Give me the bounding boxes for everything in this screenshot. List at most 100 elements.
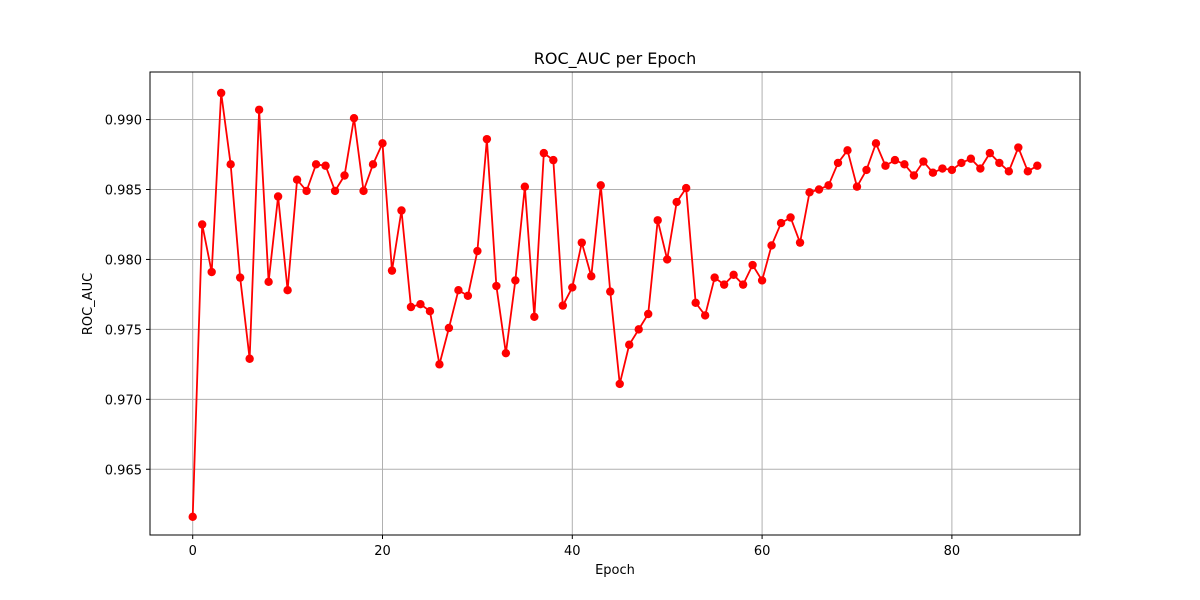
data-point <box>273 192 283 201</box>
data-point <box>311 160 321 169</box>
data-point <box>995 158 1004 168</box>
data-point <box>767 241 776 250</box>
data-point <box>957 158 966 168</box>
data-point <box>264 277 273 287</box>
data-point <box>824 181 833 190</box>
chart-title: ROC_AUC per Epoch <box>534 49 696 69</box>
data-point <box>748 260 757 270</box>
data-point <box>197 220 207 229</box>
y-tick-label: 0.985 <box>105 183 142 198</box>
data-point <box>539 148 549 158</box>
data-point <box>558 301 568 310</box>
data-point <box>947 165 957 175</box>
data-point <box>577 238 586 247</box>
data-point <box>738 280 748 289</box>
data-point <box>919 157 928 166</box>
data-point <box>976 164 985 173</box>
data-point <box>397 206 406 215</box>
data-point <box>406 302 416 312</box>
data-point <box>587 272 596 281</box>
data-point <box>520 182 530 191</box>
data-point <box>814 185 824 194</box>
data-point <box>359 186 368 196</box>
data-point <box>511 276 520 285</box>
data-point <box>245 354 254 363</box>
data-point <box>283 286 292 295</box>
data-point <box>349 113 359 123</box>
data-point <box>254 105 264 114</box>
data-point <box>435 360 444 369</box>
data-point <box>691 298 700 307</box>
data-point <box>606 287 615 296</box>
data-point <box>928 168 938 177</box>
y-tick-label: 0.965 <box>105 463 142 478</box>
x-tick-label: 60 <box>754 544 771 559</box>
data-point <box>188 512 197 522</box>
x-axis-label: Epoch <box>595 563 635 578</box>
data-point <box>757 276 767 285</box>
data-point <box>653 216 662 225</box>
data-point <box>473 246 482 256</box>
data-point <box>786 213 795 222</box>
data-point <box>463 291 473 301</box>
data-point <box>1014 143 1023 152</box>
y-tick-label: 0.980 <box>105 253 142 268</box>
y-tick-label: 0.970 <box>105 393 142 408</box>
data-point <box>938 164 947 173</box>
data-point <box>909 171 919 180</box>
data-point <box>710 273 719 282</box>
axes: 0 20 40 60 80 0.965 0.970 0.975 0.980 0.985 0.990 <box>105 114 960 559</box>
data-point <box>302 186 311 196</box>
data-point <box>1023 167 1033 176</box>
data-point <box>843 146 852 155</box>
data-point <box>596 181 605 190</box>
data-point <box>776 218 786 228</box>
y-axis-label: ROC_AUC <box>81 273 96 335</box>
data-point <box>881 161 890 170</box>
data-point <box>795 238 805 247</box>
data-point <box>492 281 501 291</box>
data-point <box>625 340 634 349</box>
data-point <box>634 325 643 334</box>
data-point <box>235 273 245 282</box>
x-tick-label: 40 <box>564 544 581 559</box>
data-point <box>871 139 881 148</box>
data-point <box>615 379 624 389</box>
data-point <box>672 197 681 207</box>
data-point <box>900 160 909 169</box>
x-tick-label: 0 <box>189 544 197 559</box>
data-point <box>207 267 216 277</box>
data-point <box>416 300 425 309</box>
data-point <box>862 165 871 175</box>
data-point <box>644 309 653 319</box>
x-tick-label: 80 <box>944 544 961 559</box>
data-point <box>340 171 349 180</box>
data-point <box>501 348 511 358</box>
data-point <box>482 134 492 144</box>
y-tick-label: 0.975 <box>105 323 142 338</box>
y-tick-label: 0.990 <box>105 114 142 129</box>
data-point <box>444 323 454 333</box>
data-point <box>1033 161 1042 170</box>
data-point <box>729 270 738 280</box>
data-point <box>681 183 691 193</box>
data-point <box>378 139 387 148</box>
grid <box>150 72 1080 535</box>
data-point <box>966 154 976 163</box>
data-point <box>330 186 340 196</box>
plot-frame <box>149 71 1081 536</box>
data-point <box>387 266 397 275</box>
data-point <box>700 311 710 320</box>
data-point <box>321 161 330 170</box>
data-point <box>719 280 729 289</box>
data-point <box>1004 167 1014 176</box>
data-point <box>368 160 378 169</box>
data-point <box>226 160 235 169</box>
data-point <box>216 88 226 98</box>
data-point <box>454 286 463 295</box>
data-point <box>833 158 843 168</box>
data-point <box>805 188 814 197</box>
data-point <box>425 306 435 316</box>
